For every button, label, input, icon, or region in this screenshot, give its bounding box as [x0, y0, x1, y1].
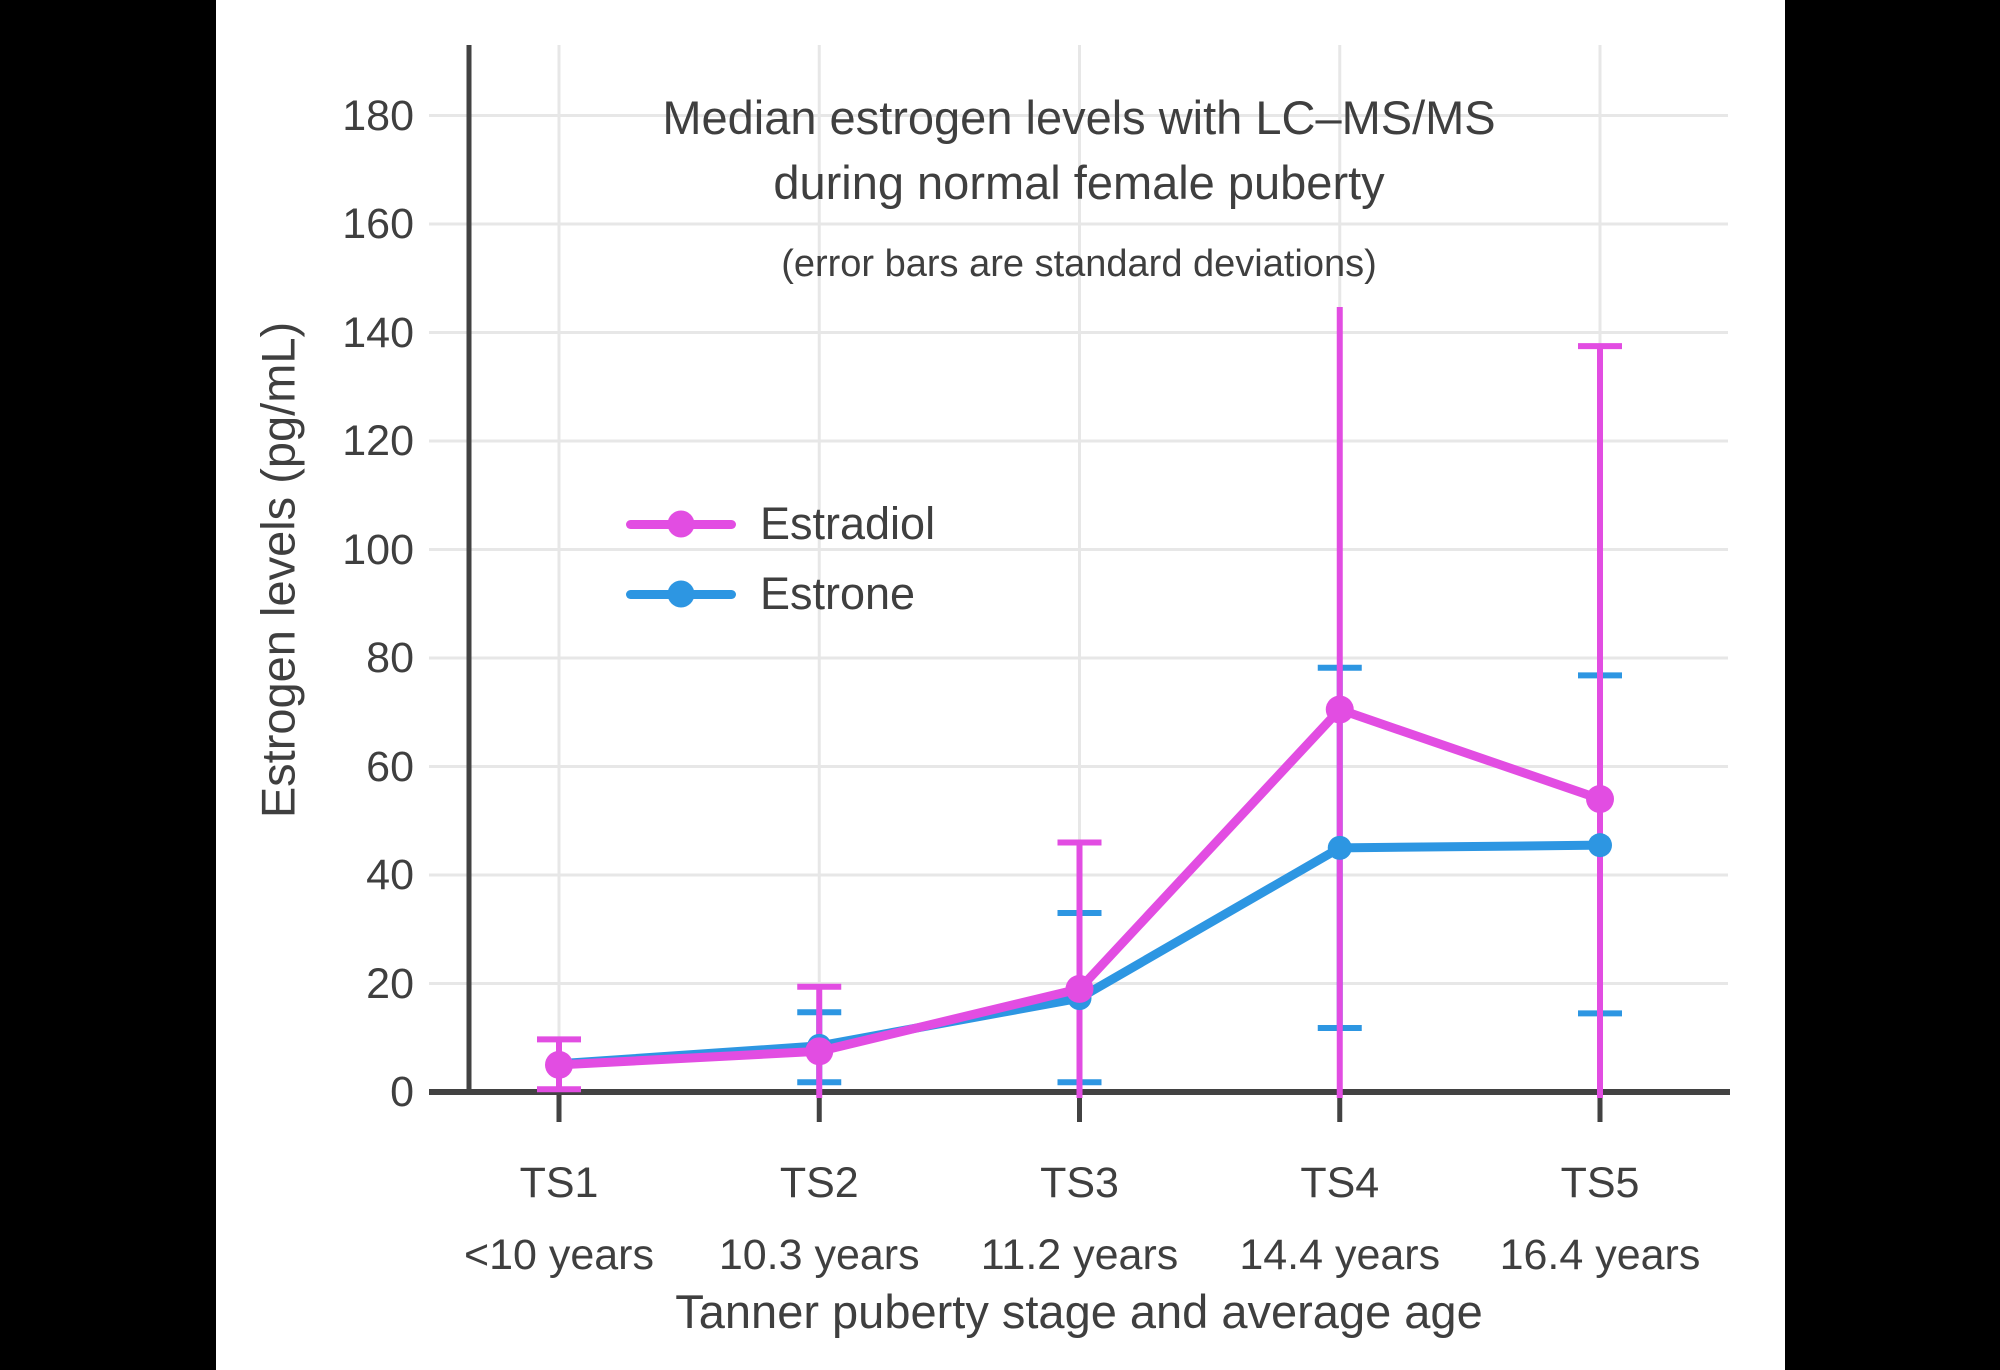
x-axis-title: Tanner puberty stage and average age [675, 1285, 1483, 1338]
y-tick-label: 0 [390, 1068, 414, 1116]
y-tick-label: 140 [342, 308, 414, 357]
y-tick-label: 40 [366, 851, 414, 899]
chart-canvas [216, 0, 1785, 1370]
y-tick-label: 60 [366, 742, 414, 791]
y-tick-label: 20 [366, 959, 414, 1008]
data-point-estradiol [1325, 695, 1354, 724]
data-point-estradiol [1586, 785, 1614, 814]
estradiol-legend-marker [667, 510, 695, 538]
y-tick-label: 160 [342, 200, 414, 248]
estrone-legend-swatch [626, 580, 736, 608]
x-category-stage-label: TS5 [1560, 1159, 1640, 1207]
data-point-estradiol [805, 1037, 834, 1066]
x-category-age-label: 14.4 years [1239, 1231, 1441, 1279]
x-category-stage-label: TS1 [519, 1159, 599, 1207]
x-category-stage-label: TS4 [1300, 1159, 1380, 1207]
data-point-estradiol [1065, 974, 1094, 1003]
y-tick-label: 80 [366, 634, 414, 682]
data-point-estradiol [545, 1050, 573, 1079]
x-category-age-label: 10.3 years [718, 1231, 920, 1279]
x-category-age-label: <10 years [463, 1231, 655, 1279]
estradiol-legend-swatch [626, 510, 736, 538]
x-category-stage-label: TS2 [779, 1159, 859, 1207]
chart-subtitle: (error bars are standard deviations) [781, 243, 1377, 285]
legend-item-estradiol: Estradiol [626, 494, 935, 554]
data-point-estrone [1327, 835, 1352, 860]
data-point-estrone [1588, 833, 1612, 858]
y-tick-label: 180 [342, 91, 414, 140]
legend-label-estrone: Estrone [760, 568, 916, 619]
y-tick-label: 100 [342, 525, 414, 574]
x-category-stage-label: TS3 [1040, 1159, 1119, 1207]
x-category-age-label: 11.2 years [980, 1231, 1179, 1279]
chart-title-line2: during normal female puberty [773, 156, 1385, 209]
y-tick-label: 120 [342, 417, 414, 465]
estrone-legend-marker [667, 580, 695, 608]
x-category-age-label: 16.4 years [1499, 1231, 1701, 1279]
chart-title-line1: Median estrogen levels with LC–MS/MS [662, 91, 1496, 144]
legend-item-estrone: Estrone [626, 564, 915, 624]
legend-label-estradiol: Estradiol [760, 498, 936, 549]
